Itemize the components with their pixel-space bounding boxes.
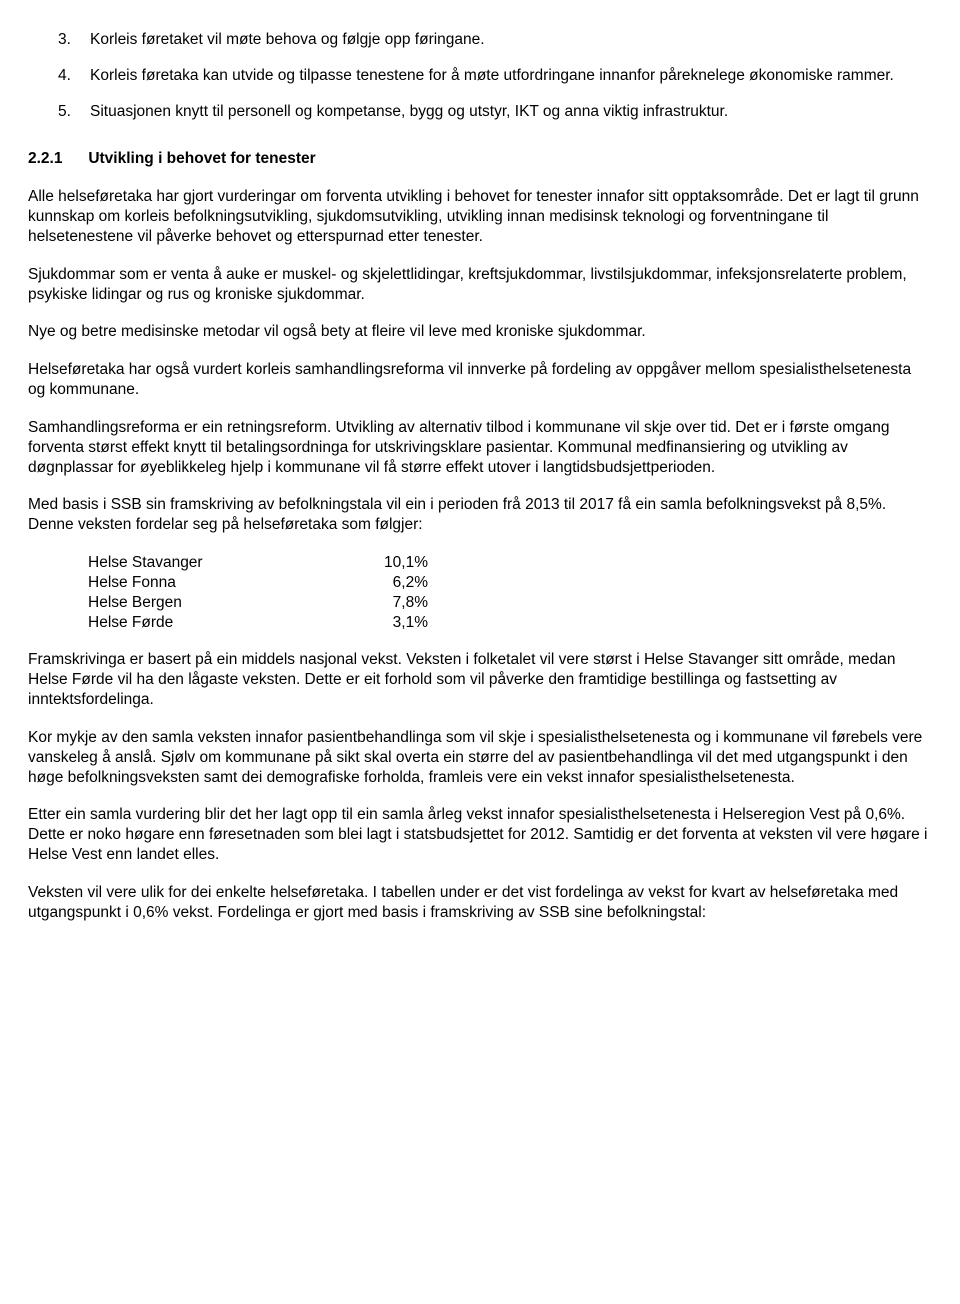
paragraph: Samhandlingsreforma er ein retningsrefor… <box>28 418 932 477</box>
paragraph: Framskrivinga er basert på ein middels n… <box>28 650 932 709</box>
population-table: Helse Stavanger 10,1% Helse Fonna 6,2% H… <box>88 553 932 632</box>
list-item-text: Korleis føretaka kan utvide og tilpasse … <box>90 66 894 86</box>
row-value: 6,2% <box>358 573 428 593</box>
table-row: Helse Fonna 6,2% <box>88 573 932 593</box>
paragraph: Sjukdommar som er venta å auke er muskel… <box>28 265 932 305</box>
row-value: 10,1% <box>358 553 428 573</box>
paragraph: Med basis i SSB sin framskriving av befo… <box>28 495 932 535</box>
list-item-text: Situasjonen knytt til personell og kompe… <box>90 102 728 122</box>
section-heading: 2.2.1 Utvikling i behovet for tenester <box>28 149 932 169</box>
section-title: Utvikling i behovet for tenester <box>88 150 315 167</box>
row-value: 7,8% <box>358 593 428 613</box>
table-row: Helse Bergen 7,8% <box>88 593 932 613</box>
list-item: 3. Korleis føretaket vil møte behova og … <box>28 30 932 50</box>
row-label: Helse Stavanger <box>88 553 358 573</box>
list-item-number: 4. <box>58 66 90 86</box>
numbered-list: 3. Korleis føretaket vil møte behova og … <box>28 30 932 121</box>
row-label: Helse Bergen <box>88 593 358 613</box>
row-label: Helse Fonna <box>88 573 358 593</box>
section-number: 2.2.1 <box>28 149 84 169</box>
list-item-number: 3. <box>58 30 90 50</box>
row-label: Helse Førde <box>88 613 358 633</box>
paragraph: Veksten vil vere ulik for dei enkelte he… <box>28 883 932 923</box>
table-row: Helse Stavanger 10,1% <box>88 553 932 573</box>
paragraph: Alle helseføretaka har gjort vurderingar… <box>28 187 932 246</box>
row-value: 3,1% <box>358 613 428 633</box>
table-row: Helse Førde 3,1% <box>88 613 932 633</box>
list-item-number: 5. <box>58 102 90 122</box>
paragraph: Etter ein samla vurdering blir det her l… <box>28 805 932 864</box>
paragraph: Kor mykje av den samla veksten innafor p… <box>28 728 932 787</box>
paragraph: Nye og betre medisinske metodar vil også… <box>28 322 932 342</box>
list-item: 4. Korleis føretaka kan utvide og tilpas… <box>28 66 932 86</box>
list-item-text: Korleis føretaket vil møte behova og føl… <box>90 30 485 50</box>
list-item: 5. Situasjonen knytt til personell og ko… <box>28 102 932 122</box>
paragraph: Helseføretaka har også vurdert korleis s… <box>28 360 932 400</box>
